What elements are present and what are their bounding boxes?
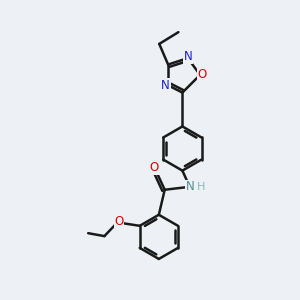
Text: O: O [150, 161, 159, 174]
Text: N: N [184, 50, 192, 63]
Text: N: N [186, 180, 195, 193]
Text: N: N [161, 79, 170, 92]
Text: O: O [115, 215, 124, 228]
Text: H: H [197, 182, 205, 192]
Text: O: O [198, 68, 207, 81]
